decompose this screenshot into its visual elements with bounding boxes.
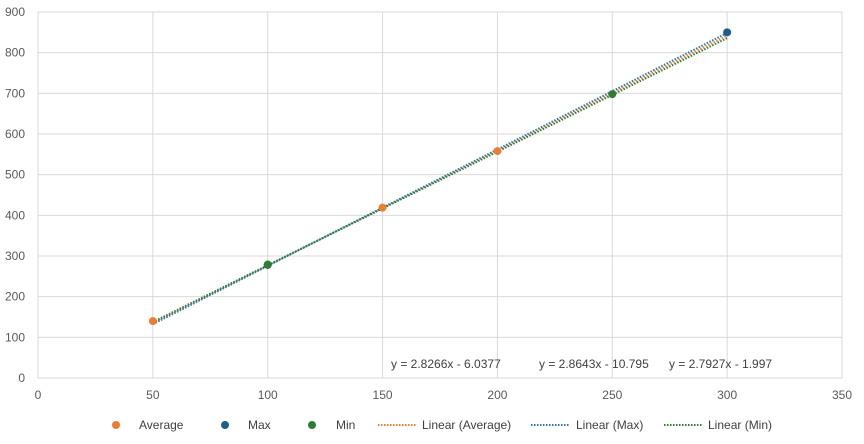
x-tick-label: 150 [373, 388, 393, 402]
gridlines [37, 11, 843, 379]
trendline-equations: y = 2.8266x - 6.0377 y = 2.8643x - 10.795… [391, 357, 772, 371]
y-tick-label: 0 [18, 371, 25, 385]
data-point-max [723, 28, 732, 37]
trendline-linear-max [152, 32, 728, 326]
x-tick-label: 350 [832, 388, 852, 402]
trendline-equation: y = 2.8643x - 10.795 [539, 357, 649, 371]
data-point-min [263, 260, 272, 269]
data-points [148, 28, 732, 326]
trendline-equation: y = 2.7927x - 1.997 [669, 357, 772, 371]
data-point-average [378, 203, 387, 212]
x-tick-label: 0 [35, 388, 42, 402]
legend-label: Linear (Max) [576, 418, 643, 432]
legend-label: Average [139, 418, 184, 432]
y-tick-label: 200 [5, 290, 25, 304]
y-tick-label: 400 [5, 208, 25, 222]
x-tick-label: 200 [487, 388, 507, 402]
x-tick-label: 300 [717, 388, 737, 402]
y-tick-label: 100 [5, 330, 25, 344]
legend-label: Linear (Average) [422, 418, 511, 432]
y-tick-label: 300 [5, 249, 25, 263]
x-tick-label: 50 [146, 388, 160, 402]
y-tick-label: 500 [5, 168, 25, 182]
data-point-average [148, 317, 157, 326]
data-point-average [493, 147, 502, 156]
trendline-equation: y = 2.8266x - 6.0377 [391, 357, 501, 371]
trendlines [152, 32, 728, 326]
data-point-min [608, 90, 617, 99]
legend-label: Max [248, 418, 271, 432]
legend: Average Max Min Linear (Average) Linear (Max… [112, 418, 772, 432]
y-tick-label: 700 [5, 86, 25, 100]
y-tick-label: 600 [5, 127, 25, 141]
legend-marker-max [221, 421, 229, 429]
x-tick-label: 100 [258, 388, 278, 402]
y-tick-label: 800 [5, 46, 25, 60]
y-tick-label: 900 [5, 5, 25, 19]
axes: 0 50 100 150 200 250 300 350 0 100 200 300 400 500 600… [5, 5, 852, 402]
legend-marker-min [308, 421, 316, 429]
legend-label: Linear (Min) [708, 418, 772, 432]
legend-label: Min [336, 418, 355, 432]
x-tick-label: 250 [602, 388, 622, 402]
trendline-linear-min [152, 37, 728, 323]
legend-marker-average [112, 421, 120, 429]
